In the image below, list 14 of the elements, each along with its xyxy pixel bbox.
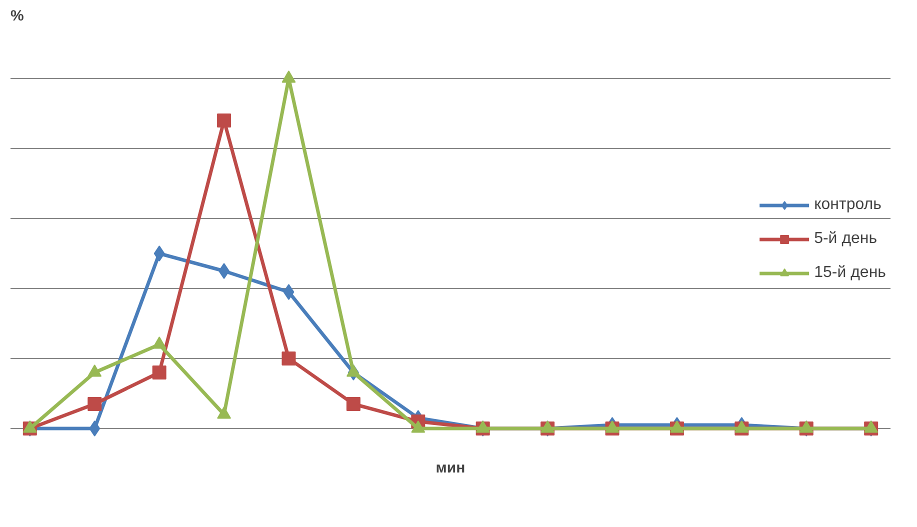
point	[217, 114, 232, 128]
legend-label: 15-й день	[814, 264, 886, 282]
point	[89, 420, 100, 436]
point	[346, 397, 360, 411]
point	[152, 366, 166, 380]
point	[282, 352, 296, 366]
legend-label: 5-й день	[814, 230, 878, 248]
point	[88, 397, 102, 411]
point	[218, 263, 230, 279]
y-axis-title: %	[10, 8, 24, 24]
point	[154, 246, 165, 262]
legend-label: контроль	[814, 196, 882, 214]
x-axis-title: мин	[436, 460, 466, 476]
point	[283, 284, 294, 300]
